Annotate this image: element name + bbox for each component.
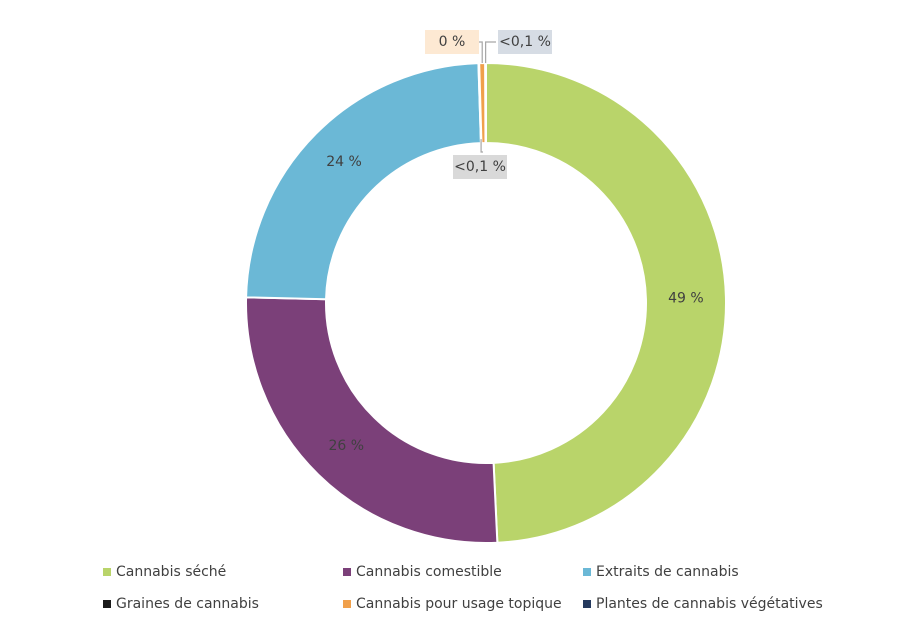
label-background bbox=[425, 30, 479, 54]
leader-line bbox=[480, 139, 483, 153]
data-label: <0,1 % bbox=[499, 34, 551, 50]
legend-label: Extraits de cannabis bbox=[596, 564, 739, 580]
data-label: 26 % bbox=[328, 438, 364, 454]
label-background bbox=[498, 30, 552, 54]
data-label: 49 % bbox=[668, 290, 704, 306]
legend-label: Plantes de cannabis végétatives bbox=[596, 596, 823, 612]
data-label: 0 % bbox=[439, 34, 466, 50]
legend-marker bbox=[583, 568, 591, 576]
legend-label: Cannabis séché bbox=[116, 564, 226, 580]
data-label: 24 % bbox=[326, 154, 362, 170]
donut-slice bbox=[245, 296, 499, 544]
legend-marker bbox=[103, 568, 111, 576]
legend-marker bbox=[103, 600, 111, 608]
legend-marker bbox=[583, 600, 591, 608]
donut-slice bbox=[485, 61, 727, 544]
legend-label: Cannabis pour usage topique bbox=[356, 596, 562, 612]
legend-marker bbox=[343, 568, 351, 576]
legend-marker bbox=[343, 600, 351, 608]
leader-line bbox=[485, 41, 496, 64]
legend-label: Graines de cannabis bbox=[116, 596, 259, 612]
data-label: <0,1 % bbox=[454, 159, 506, 175]
label-background bbox=[453, 155, 507, 179]
donut-slice bbox=[245, 62, 482, 301]
legend-label: Cannabis comestible bbox=[356, 564, 502, 580]
donut-slice bbox=[484, 61, 487, 145]
